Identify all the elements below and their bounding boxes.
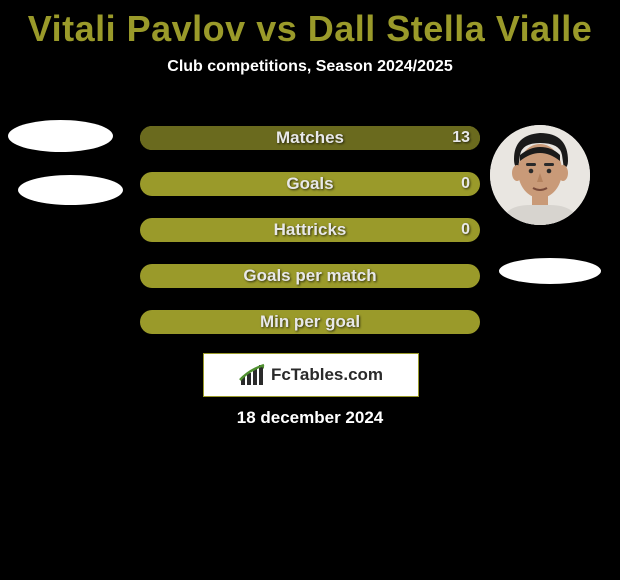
left-player-ellipse-2 bbox=[18, 175, 123, 205]
stat-bar: Min per goal bbox=[140, 310, 480, 334]
page-subtitle: Club competitions, Season 2024/2025 bbox=[0, 58, 620, 76]
stat-bar: Goals per match bbox=[140, 264, 480, 288]
stat-bar-label: Hattricks bbox=[140, 220, 480, 240]
fctables-logo-box: FcTables.com bbox=[203, 353, 419, 397]
right-player-avatar bbox=[490, 125, 590, 225]
bar-chart-icon bbox=[239, 363, 267, 387]
stat-bar-value-right: 13 bbox=[452, 129, 470, 147]
infographic-root: Vitali Pavlov vs Dall Stella Vialle Club… bbox=[0, 0, 620, 580]
stat-bar-list: Matches13Goals0Hattricks0Goals per match… bbox=[140, 126, 480, 356]
stat-bar-label: Goals bbox=[140, 174, 480, 194]
stat-bar-label: Min per goal bbox=[140, 312, 480, 332]
page-title: Vitali Pavlov vs Dall Stella Vialle bbox=[0, 0, 620, 52]
stat-bar-value-right: 0 bbox=[461, 221, 470, 239]
stat-bar: Matches13 bbox=[140, 126, 480, 150]
stat-bar-value-right: 0 bbox=[461, 175, 470, 193]
date-text: 18 december 2024 bbox=[0, 408, 620, 428]
stat-bar-label: Matches bbox=[140, 128, 480, 148]
right-player-ellipse-1 bbox=[499, 258, 601, 284]
stat-bar-label: Goals per match bbox=[140, 266, 480, 286]
stat-bar: Goals0 bbox=[140, 172, 480, 196]
left-player-ellipse-1 bbox=[8, 120, 113, 152]
fctables-logo-text: FcTables.com bbox=[271, 365, 383, 385]
person-icon bbox=[490, 125, 590, 225]
stat-bar: Hattricks0 bbox=[140, 218, 480, 242]
